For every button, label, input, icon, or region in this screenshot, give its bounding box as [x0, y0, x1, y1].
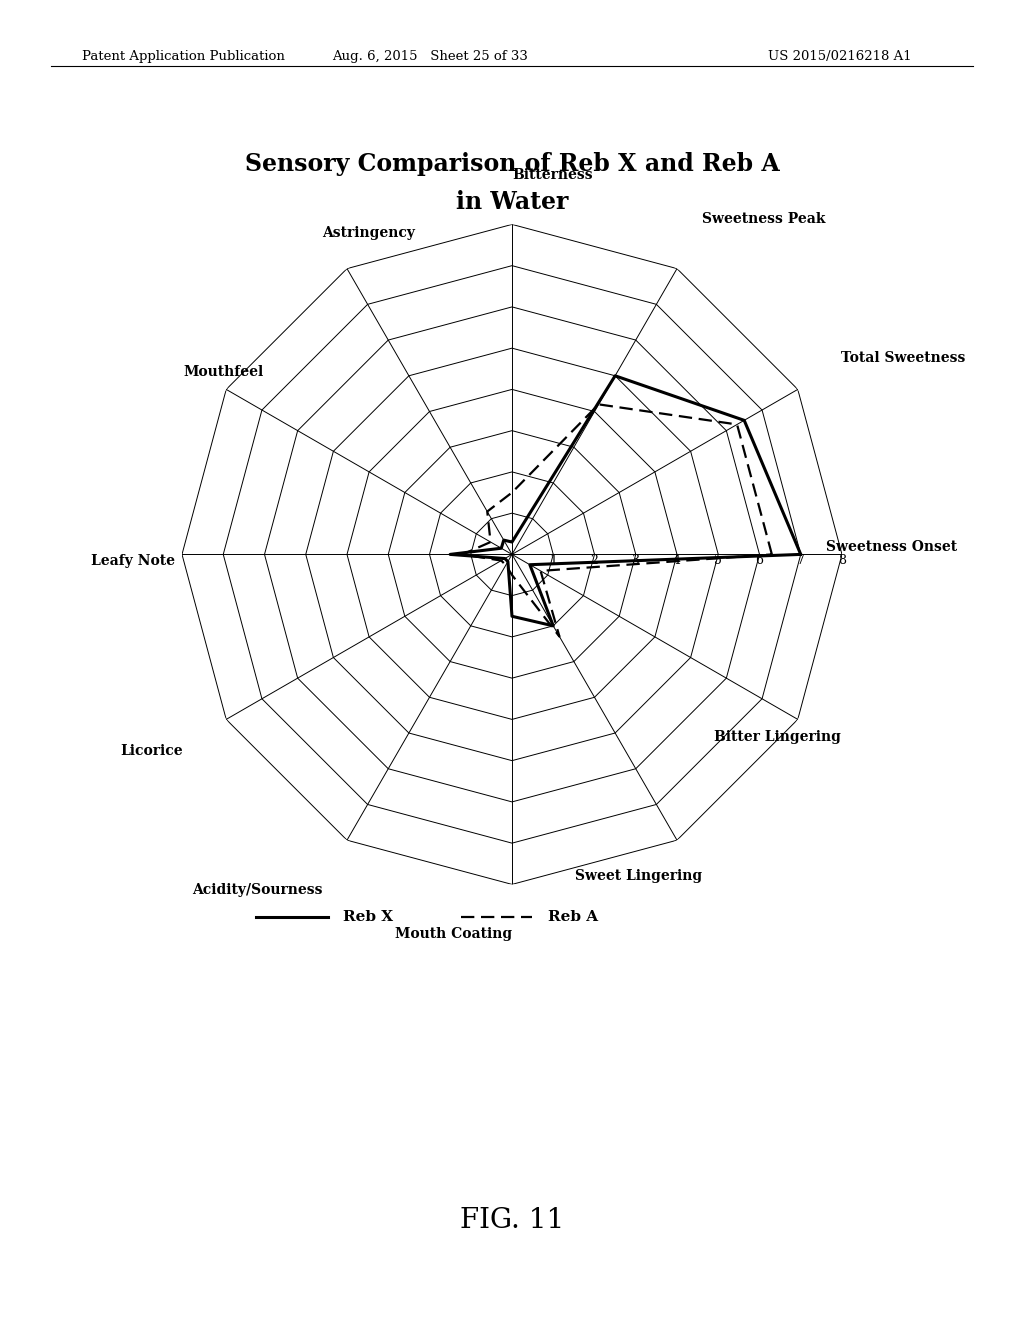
Text: Patent Application Publication: Patent Application Publication: [82, 50, 285, 63]
Text: Licorice: Licorice: [121, 744, 183, 758]
Text: Astringency: Astringency: [323, 226, 416, 240]
Text: Acidity/Sourness: Acidity/Sourness: [191, 883, 323, 898]
Text: Aug. 6, 2015   Sheet 25 of 33: Aug. 6, 2015 Sheet 25 of 33: [332, 50, 528, 63]
Text: 6: 6: [756, 554, 764, 568]
Text: Mouthfeel: Mouthfeel: [183, 364, 263, 379]
Text: 3: 3: [632, 554, 640, 568]
Text: Leafy Note: Leafy Note: [90, 554, 174, 569]
Text: 8: 8: [838, 554, 846, 568]
Text: Bitter Lingering: Bitter Lingering: [714, 730, 841, 744]
Text: 1: 1: [549, 554, 557, 568]
Text: Sweetness Onset: Sweetness Onset: [826, 540, 957, 554]
Text: 4: 4: [673, 554, 681, 568]
Text: Sensory Comparison of Reb X and Reb A: Sensory Comparison of Reb X and Reb A: [245, 152, 779, 176]
Text: in Water: in Water: [456, 190, 568, 214]
Text: Bitterness: Bitterness: [512, 168, 593, 182]
Text: 2: 2: [591, 554, 598, 568]
Text: Sweetness Peak: Sweetness Peak: [701, 211, 825, 226]
Text: 5: 5: [715, 554, 722, 568]
Text: Sweet Lingering: Sweet Lingering: [574, 869, 701, 883]
Text: US 2015/0216218 A1: US 2015/0216218 A1: [768, 50, 911, 63]
Text: FIG. 11: FIG. 11: [460, 1208, 564, 1234]
Text: Reb X: Reb X: [343, 911, 393, 924]
Text: Total Sweetness: Total Sweetness: [841, 351, 965, 364]
Text: 7: 7: [797, 554, 805, 568]
Text: Mouth Coating: Mouth Coating: [395, 927, 512, 941]
Text: Reb A: Reb A: [548, 911, 598, 924]
